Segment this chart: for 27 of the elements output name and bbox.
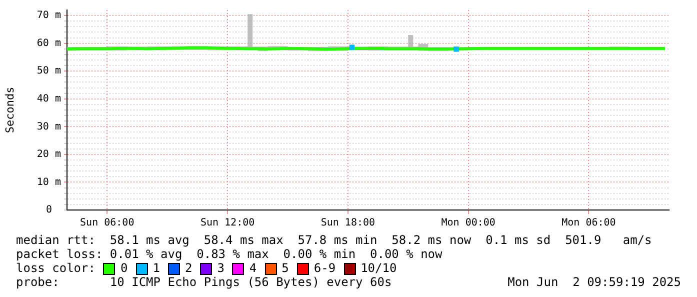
y-tick-label: 60 m (36, 38, 62, 49)
y-tick-label: 0 (46, 204, 52, 216)
legend-label: 5 (282, 261, 289, 276)
y-tick-label: 20 m (36, 149, 62, 160)
x-tick-label: Mon 00:00 (441, 218, 496, 229)
legend-label: 10/10 (360, 261, 397, 276)
x-tick-label: Sun 12:00 (200, 218, 255, 229)
legend-label: 4 (249, 261, 257, 276)
y-axis-title: Seconds (3, 86, 16, 134)
text: packet loss: 0.01 % avg 0.83 % max 0.00 % min 0.00 % now (16, 247, 442, 262)
text: median rtt: 58.1 ms avg 58.4 ms max 57.8 ms min 58.2 ms now 0.1 ms sd 501.9 am/s (16, 233, 652, 248)
x-tick-label: Sun 06:00 (80, 218, 134, 229)
text: probe: 10 ICMP Echo Pings (56 Bytes) every 60s (16, 275, 392, 290)
legend-label: 1 (152, 261, 160, 276)
y-tick-label: 10 m (36, 176, 62, 188)
x-tick-label: Sun 18:00 (320, 218, 376, 229)
legend-label: 6-9 (314, 261, 336, 276)
y-tick-label: 40 m (36, 93, 62, 104)
legend-label: 2 (184, 261, 192, 276)
legend-label: 0 (120, 261, 128, 276)
x-tick-label: Mon 06:00 (562, 218, 616, 229)
y-tick-label: 30 m (36, 121, 62, 132)
y-tick-label: 50 m (36, 66, 62, 77)
y-tick-label: 70 m (36, 10, 62, 22)
legend-title: loss color: (16, 261, 96, 276)
text: Mon Jun 2 09:59:19 2025 (508, 275, 681, 290)
legend-label: 3 (217, 261, 224, 276)
